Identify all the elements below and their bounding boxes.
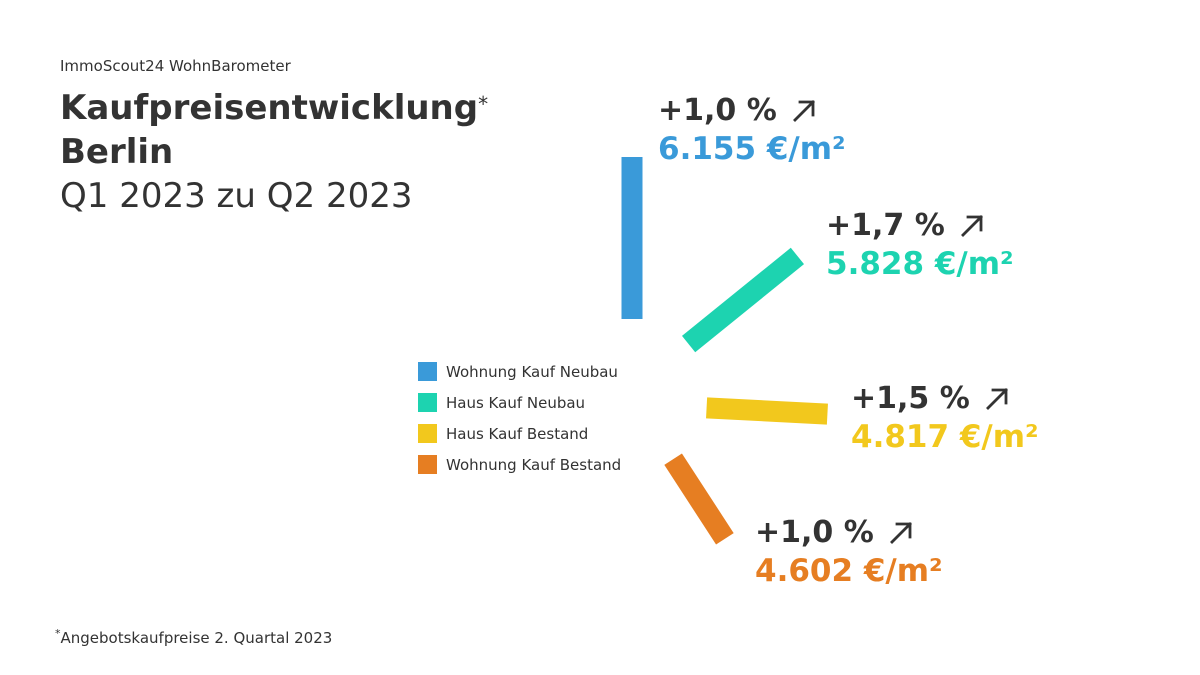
page-title: Kaufpreisentwicklung* Berlin Q1 2023 zu … (60, 86, 488, 218)
change-label: +1,7 % (826, 208, 945, 243)
callout-haus-kauf-bestand: +1,5 % 4.817 €/m² (851, 380, 1039, 456)
title-line-3: Q1 2023 zu Q2 2023 (60, 176, 413, 216)
bar-wohnung-kauf-neubau (621, 157, 643, 319)
legend-item-wohnung-kauf-bestand: Wohnung Kauf Bestand (418, 449, 621, 480)
legend: Wohnung Kauf Neubau Haus Kauf Neubau Haus … (418, 356, 621, 480)
footnote-text: Angebotskaufpreise 2. Quartal 2023 (60, 629, 333, 647)
price-label: 4.817 €/m² (851, 419, 1039, 455)
legend-swatch (418, 393, 437, 412)
footnote: *Angebotskaufpreise 2. Quartal 2023 (55, 627, 332, 647)
change-label: +1,0 % (658, 93, 777, 128)
price-label: 4.602 €/m² (755, 553, 943, 589)
legend-item-haus-kauf-neubau: Haus Kauf Neubau (418, 387, 621, 418)
callout-wohnung-kauf-neubau: +1,0 % 6.155 €/m² (658, 92, 846, 168)
bar-haus-kauf-bestand (706, 397, 828, 425)
arrow-up-right-icon (960, 215, 983, 237)
source-label: ImmoScout24 WohnBarometer (60, 57, 291, 75)
legend-item-haus-kauf-bestand: Haus Kauf Bestand (418, 418, 621, 449)
legend-swatch (418, 362, 437, 381)
arrow-up-right-icon (889, 522, 912, 544)
price-label: 5.828 €/m² (826, 246, 1014, 282)
bar-wohnung-kauf-bestand (664, 453, 734, 545)
change-label: +1,0 % (755, 515, 874, 550)
bar-haus-kauf-neubau (681, 247, 805, 353)
price-label: 6.155 €/m² (658, 131, 846, 167)
arrow-up-right-icon (985, 388, 1008, 410)
legend-label: Wohnung Kauf Neubau (446, 362, 618, 381)
title-line-1: Kaufpreisentwicklung (60, 88, 479, 128)
change-label: +1,5 % (851, 381, 970, 416)
title-line-2: Berlin (60, 132, 174, 172)
callout-wohnung-kauf-bestand: +1,0 % 4.602 €/m² (755, 514, 943, 590)
legend-label: Wohnung Kauf Bestand (446, 455, 622, 474)
legend-label: Haus Kauf Neubau (446, 393, 586, 412)
callout-haus-kauf-neubau: +1,7 % 5.828 €/m² (826, 207, 1014, 283)
footnote-marker: * (55, 627, 61, 640)
legend-swatch (418, 424, 437, 443)
legend-swatch (418, 455, 437, 474)
title-footnote-marker: * (478, 92, 489, 116)
legend-label: Haus Kauf Bestand (446, 424, 589, 443)
legend-item-wohnung-kauf-neubau: Wohnung Kauf Neubau (418, 356, 621, 387)
arrow-up-right-icon (792, 100, 815, 122)
